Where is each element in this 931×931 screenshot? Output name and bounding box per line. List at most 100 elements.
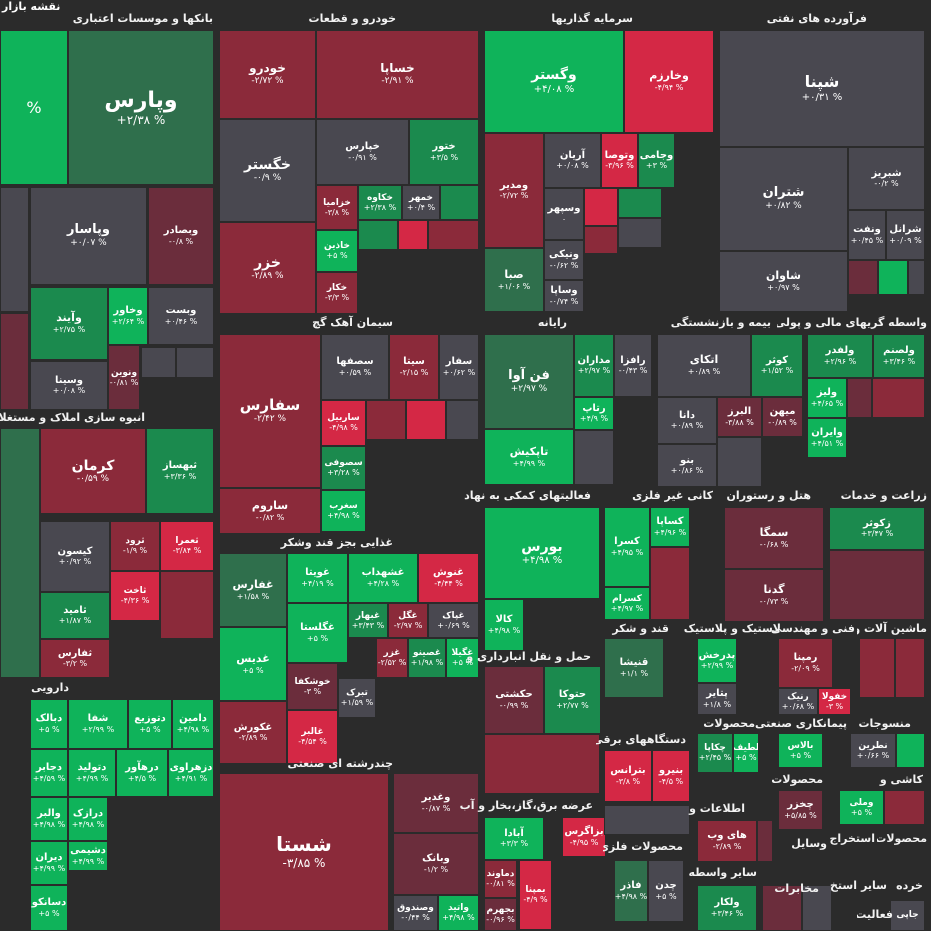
stock-tile[interactable]: فاذر +۴/۹۸ % [614,860,648,922]
stock-tile[interactable]: وملی +۵ % [839,790,884,825]
stock-tile[interactable]: خمهر +۰/۴ % [402,185,440,220]
stock-tile[interactable]: بنیرو -۴/۵ % [652,750,690,802]
stock-tile[interactable]: چخزر +۵/۸۵ % [778,790,823,830]
stock-tile[interactable]: سفارس -۲/۴۲ % [219,334,321,488]
stock-tile[interactable]: شپنا +۰/۳۱ % [719,30,925,147]
stock-tile[interactable]: بترانس -۳/۸ % [604,750,652,802]
stock-tile[interactable]: قنیشا +۱/۱ % [604,638,664,698]
stock-tile[interactable]: چدن +۵ % [648,860,684,922]
stock-tile[interactable]: ونفت +۰/۴۵ % [848,210,886,260]
stock-tile[interactable]: بجهرم -۰/۹۶ % [484,898,517,931]
stock-tile[interactable]: حتوکا +۲/۷۷ % [544,666,601,734]
stock-tile[interactable]: خکار -۳/۳ % [316,272,358,314]
stock-tile[interactable]: وسینا +۰/۰۸ % [30,361,108,410]
stock-tile[interactable] [829,550,925,620]
stock-tile[interactable]: زکوثر +۳/۴۷ % [829,507,925,550]
stock-tile[interactable]: سیتا -۲/۱۵ % [389,334,439,400]
stock-tile[interactable]: تاپکیش +۴/۹۹ % [484,429,574,485]
stock-tile[interactable]: غکورش -۲/۸۹ % [219,701,287,764]
stock-tile[interactable]: جاپی [890,900,925,931]
stock-tile[interactable] [757,820,773,862]
stock-tile[interactable]: دسانکو +۵ % [30,885,68,931]
stock-tile[interactable]: غگل -۲/۹۷ % [388,603,428,638]
stock-tile[interactable]: وتوصا -۳/۹۶ % [601,133,638,188]
stock-tile[interactable]: ثاخت -۴/۳۶ % [110,571,160,621]
stock-tile[interactable]: دشیمی +۴/۹۹ % [68,841,108,871]
stock-tile[interactable]: خودرو -۲/۷۲ % [219,30,316,119]
stock-tile[interactable] [160,571,214,639]
stock-tile[interactable] [484,734,600,794]
stock-tile[interactable]: رنیک +۰/۶۸ % [778,688,818,715]
stock-tile[interactable]: وپاسار +۰/۰۷ % [30,187,147,285]
stock-tile[interactable]: سصفها +۰/۵۹ % [321,334,389,400]
stock-tile[interactable] [848,260,878,295]
stock-tile[interactable]: کسرا +۴/۹۵ % [604,507,650,587]
stock-tile[interactable]: کرمان -۰/۵۹ % [40,428,146,514]
stock-tile[interactable]: سفار +۰/۶۲ % [439,334,479,400]
stock-tile[interactable] [0,187,29,312]
stock-tile[interactable]: غزر -۲/۵۲ % [376,638,408,678]
stock-tile[interactable] [650,547,690,620]
stock-tile[interactable] [141,347,176,378]
stock-tile[interactable] [847,378,872,418]
stock-tile[interactable]: وغدیر -۰/۸۷ % [393,773,479,833]
stock-tile[interactable]: غشهداب +۴/۲۸ % [348,553,418,603]
stock-tile[interactable]: وبصادر -۰/۸ % [148,187,214,285]
stock-tile[interactable]: دامین +۴/۹۸ % [172,699,214,749]
stock-tile[interactable]: پتایر +۱/۸ % [697,683,737,715]
stock-tile[interactable]: ختور +۳/۵ % [409,119,479,185]
stock-tile[interactable]: گدنا -۰/۷۳ % [724,569,824,622]
stock-tile[interactable]: ولفدر +۲/۹۶ % [807,334,873,378]
stock-tile[interactable]: وبست +۰/۴۶ % [148,287,214,345]
stock-tile[interactable]: ونیکی -۰/۶۲ % [544,240,584,280]
stock-tile[interactable]: شستا -۳/۸۵ % [219,773,389,931]
stock-tile[interactable]: خکاوه +۲/۳۸ % [358,185,402,220]
stock-tile[interactable]: بزاگرس -۴/۹۵ % [562,817,606,857]
stock-tile[interactable]: وگستر +۴/۰۸ % [484,30,624,133]
stock-tile[interactable]: وایران +۴/۵۱ % [807,418,847,458]
stock-tile[interactable] [895,638,925,698]
stock-tile[interactable]: آریان +۰/۰۸ % [544,133,601,188]
stock-tile[interactable]: دیران +۴/۹۹ % [30,841,68,885]
stock-tile[interactable]: خپارس -۰/۹۱ % [316,119,409,185]
stock-tile[interactable]: بورس +۴/۹۸ % [484,507,600,599]
stock-tile[interactable]: وساپا -۰/۷۴ % [544,280,584,312]
stock-tile[interactable]: غگلستا +۵ % [287,603,348,663]
stock-tile[interactable]: ثرود -۱/۹ % [110,521,160,571]
stock-tile[interactable]: رتاپ +۴/۹ % [574,397,614,430]
stock-tile[interactable]: وآیند +۲/۷۵ % [30,287,108,360]
stock-tile[interactable]: ثامید +۱/۸۷ % [40,592,110,639]
stock-tile[interactable]: مداران +۲/۹۷ % [574,334,614,397]
stock-tile[interactable]: خزر -۲/۸۹ % [219,222,316,314]
stock-tile[interactable]: وخاور +۲/۶۴ % [108,287,148,345]
stock-tile[interactable]: غالبر -۴/۵۴ % [287,710,338,764]
stock-tile[interactable]: خفولا -۳ % [818,688,851,715]
stock-tile[interactable] [878,260,908,295]
stock-tile[interactable] [618,218,662,248]
stock-tile[interactable] [0,313,29,410]
stock-tile[interactable] [446,400,479,440]
stock-tile[interactable]: ومدیر -۲/۷۲ % [484,133,544,248]
stock-tile[interactable]: شبریز -۰/۲ % [848,147,925,210]
stock-tile[interactable]: ونوین -۰/۸۱ % [108,345,140,410]
stock-tile[interactable] [366,400,406,440]
stock-tile[interactable]: میهن -۰/۸۹ % [762,397,803,437]
stock-tile[interactable]: غپاک +۰/۶۹ % [428,603,479,638]
stock-tile[interactable]: درازک +۴/۹۸ % [68,797,108,841]
stock-tile[interactable]: دتوزیع +۵ % [128,699,172,749]
stock-tile[interactable] [176,347,214,378]
stock-tile[interactable]: دبالک +۵ % [30,699,68,749]
stock-tile[interactable]: سمگا -۰/۶۸ % [724,507,824,569]
stock-tile[interactable]: صبا +۱/۰۶ % [484,248,544,312]
stock-tile[interactable]: درهآور +۴/۵ % [116,749,168,797]
stock-tile[interactable]: سصوفی +۳/۲۸ % [321,446,366,490]
stock-tile[interactable] [896,733,925,768]
stock-tile[interactable]: غگیلا +۵ % [446,638,479,678]
stock-tile[interactable]: لطیف +۵ % [733,733,759,773]
stock-tile[interactable] [406,400,446,440]
stock-tile[interactable]: کیسون +۰/۹۲ % [40,521,110,592]
stock-tile[interactable]: ساربیل -۴/۹۸ % [321,400,366,446]
stock-tile[interactable]: وخارزم -۴/۹۴ % [624,30,714,133]
stock-tile[interactable]: خساپا -۲/۹۱ % [316,30,479,119]
stock-tile[interactable]: وصندوق -۰/۴۴ % [393,895,438,931]
